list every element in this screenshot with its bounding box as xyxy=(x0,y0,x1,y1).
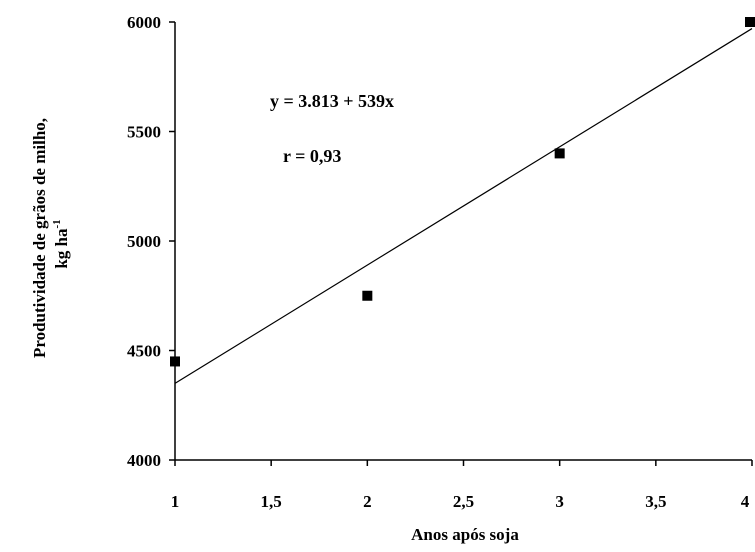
data-point xyxy=(554,148,565,159)
x-tick-label: 3,5 xyxy=(645,492,666,511)
x-tick-label: 2 xyxy=(363,492,372,511)
x-tick-label: 1 xyxy=(171,492,180,511)
y-axis-label-unit: kg ha xyxy=(52,228,71,269)
y-axis-label: Produtividade de grãos de milho, kg ha-1 xyxy=(30,118,71,358)
axes xyxy=(174,22,752,461)
y-tick-label: 6000 xyxy=(127,13,161,32)
y-ticks: 4000 4500 5000 5500 6000 xyxy=(127,13,175,470)
data-point xyxy=(362,290,373,301)
y-tick-label: 4000 xyxy=(127,451,161,470)
x-tick-label: 1,5 xyxy=(261,492,282,511)
x-axis-label: Anos após soja xyxy=(411,525,519,544)
x-tick-label: 3 xyxy=(555,492,564,511)
r-annotation: r = 0,93 xyxy=(283,146,341,166)
y-axis-label-line1: Produtividade de grãos de milho, xyxy=(30,118,49,358)
data-point xyxy=(170,356,180,367)
data-point xyxy=(745,17,755,27)
x-tick-label: 2,5 xyxy=(453,492,474,511)
data-points xyxy=(170,17,755,367)
equation-annotation: y = 3.813 + 539x xyxy=(270,91,394,111)
y-tick-label: 4500 xyxy=(127,342,161,361)
y-axis-label-line2: kg ha-1 xyxy=(51,219,71,268)
y-tick-label: 5000 xyxy=(127,232,161,251)
y-tick-label: 5500 xyxy=(127,123,161,142)
x-ticks: 1 1,5 2 2,5 3 3,5 4 xyxy=(171,460,753,511)
x-tick-label: 4 xyxy=(741,492,750,511)
trend-line xyxy=(174,28,753,384)
y-axis-label-unit-exponent: -1 xyxy=(51,219,63,228)
